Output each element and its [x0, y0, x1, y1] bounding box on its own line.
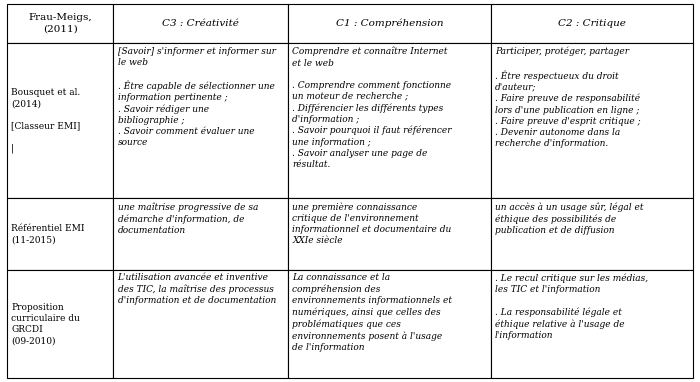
Bar: [7, 4, 113, 43]
Bar: [7, 199, 113, 270]
Text: C3 : Créativité: C3 : Créativité: [162, 19, 239, 28]
Text: [Savoir] s'informer et informer sur
le web

. Être capable de sélectionner une
i: [Savoir] s'informer et informer sur le w…: [118, 47, 275, 147]
Bar: [113, 43, 288, 199]
Bar: [288, 199, 491, 270]
Bar: [491, 4, 693, 43]
Text: L'utilisation avancée et inventive
des TIC, la maîtrise des processus
d'informat: L'utilisation avancée et inventive des T…: [118, 274, 276, 305]
Bar: [288, 4, 491, 43]
Text: C2 : Critique: C2 : Critique: [558, 19, 626, 28]
Bar: [491, 270, 693, 378]
Bar: [7, 43, 113, 199]
Text: Comprendre et connaître Internet
et le web

. Comprendre comment fonctionne
un m: Comprendre et connaître Internet et le w…: [293, 47, 452, 169]
Bar: [288, 43, 491, 199]
Text: Référentiel EMI
(11-2015): Référentiel EMI (11-2015): [11, 224, 85, 244]
Text: Proposition
curriculaire du
GRCDI
(09-2010): Proposition curriculaire du GRCDI (09-20…: [11, 303, 80, 345]
Text: Participer, protéger, partager

. Être respectueux du droit
d'auteur;
. Faire pr: Participer, protéger, partager . Être re…: [495, 47, 640, 148]
Text: Bousquet et al.
(2014)

[Classeur EMI]

|: Bousquet et al. (2014) [Classeur EMI] |: [11, 88, 80, 153]
Bar: [491, 199, 693, 270]
Text: un accès à un usage sûr, légal et
éthique des possibilités de
publication et de : un accès à un usage sûr, légal et éthiqu…: [495, 202, 643, 235]
Text: une première connaissance
critique de l'environnement
informationnel et document: une première connaissance critique de l'…: [293, 202, 452, 245]
Bar: [491, 43, 693, 199]
Bar: [288, 270, 491, 378]
Bar: [113, 199, 288, 270]
Text: une maîtrise progressive de sa
démarche d'information, de
documentation: une maîtrise progressive de sa démarche …: [118, 202, 258, 235]
Bar: [7, 270, 113, 378]
Text: Frau-Meigs,
(2011): Frau-Meigs, (2011): [29, 13, 92, 34]
Text: C1 : Compréhension: C1 : Compréhension: [336, 19, 443, 28]
Bar: [113, 4, 288, 43]
Text: . Le recul critique sur les médias,
les TIC et l'information

. La responsabilit: . Le recul critique sur les médias, les …: [495, 274, 648, 340]
Text: La connaissance et la
compréhension des
environnements informationnels et
numéri: La connaissance et la compréhension des …: [293, 274, 452, 352]
Bar: [113, 270, 288, 378]
